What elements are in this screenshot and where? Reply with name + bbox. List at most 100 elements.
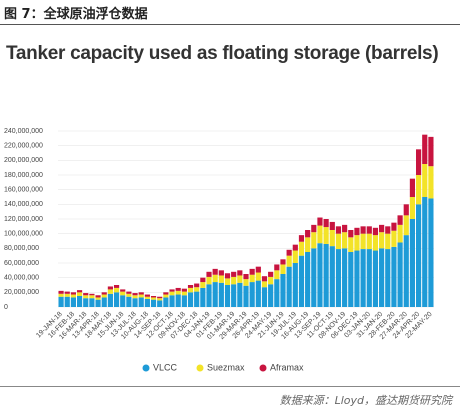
bar-segment bbox=[360, 233, 366, 250]
y-tick-label: 80,000,000 bbox=[4, 245, 39, 252]
bar-segment bbox=[385, 249, 391, 307]
bar-segment bbox=[95, 295, 101, 298]
bar-segment bbox=[157, 298, 163, 301]
bar-segment bbox=[342, 232, 348, 249]
bar-segment bbox=[261, 287, 268, 307]
bar-segment bbox=[249, 268, 255, 275]
bar-segment bbox=[120, 289, 126, 292]
bar-segment bbox=[144, 298, 150, 307]
bar-segment bbox=[329, 230, 335, 247]
bar-segment bbox=[261, 281, 268, 288]
bar-segment bbox=[268, 271, 274, 277]
bar-segment bbox=[372, 235, 379, 251]
bar-segment bbox=[107, 286, 113, 290]
chart-title: Tanker capacity used as floating storage… bbox=[6, 43, 439, 64]
bar-segment bbox=[126, 291, 132, 294]
bar-segment bbox=[113, 292, 120, 307]
bar-segment bbox=[138, 297, 144, 307]
bar-segment bbox=[255, 280, 261, 307]
bar-segment bbox=[126, 293, 132, 297]
bar-segment bbox=[280, 259, 286, 265]
bar-segment bbox=[348, 230, 354, 238]
bar-segment bbox=[70, 294, 76, 298]
bar-segment bbox=[218, 275, 224, 283]
bar-segment bbox=[163, 294, 169, 298]
bar-segment bbox=[249, 274, 255, 283]
bar-segment bbox=[175, 294, 181, 307]
bar-segment bbox=[194, 291, 200, 307]
bar-segment bbox=[224, 278, 231, 285]
bar-segment bbox=[231, 271, 237, 277]
bar-segment bbox=[366, 249, 372, 307]
bar-segment bbox=[311, 224, 317, 233]
bar-segment bbox=[274, 264, 280, 271]
bar-segment bbox=[385, 233, 391, 250]
bar-segment bbox=[89, 298, 95, 307]
bar-segment bbox=[70, 297, 76, 307]
bar-segment bbox=[126, 296, 132, 307]
bar-segment bbox=[194, 287, 200, 292]
bar-segment bbox=[403, 235, 409, 307]
bar-segment bbox=[274, 270, 280, 280]
bar-segment bbox=[224, 285, 231, 307]
bar-segment bbox=[305, 252, 311, 307]
header-title: 图 7：全球原油浮仓数据 bbox=[4, 7, 148, 22]
bar-segment bbox=[323, 219, 329, 228]
bar-segment bbox=[428, 136, 434, 167]
bar-segment bbox=[224, 273, 231, 279]
bar-segment bbox=[422, 134, 428, 164]
bar-segment bbox=[243, 274, 249, 280]
bar-segment bbox=[181, 291, 187, 296]
bar-segment bbox=[311, 248, 317, 307]
bar-segment bbox=[422, 164, 428, 197]
bar-segment bbox=[113, 285, 120, 288]
bar-segment bbox=[323, 243, 329, 307]
bar-segment bbox=[212, 282, 218, 307]
bar-segment bbox=[317, 225, 323, 244]
bar-segment bbox=[89, 295, 95, 299]
bar-segment bbox=[187, 285, 194, 288]
y-tick-label: 180,000,000 bbox=[4, 172, 43, 179]
bar-segment bbox=[212, 274, 218, 283]
bar-segment bbox=[403, 215, 409, 236]
bar-segment bbox=[169, 291, 175, 296]
bar-segment bbox=[144, 296, 150, 299]
bar-segment bbox=[354, 227, 360, 236]
bar-segment bbox=[366, 233, 372, 250]
bar-segment bbox=[181, 295, 187, 307]
bar-segment bbox=[76, 296, 83, 307]
bar-segment bbox=[335, 226, 342, 234]
bar-segment bbox=[298, 235, 305, 242]
bar-segment bbox=[391, 230, 397, 247]
bar-segment bbox=[206, 276, 212, 285]
bar-segment bbox=[132, 298, 138, 307]
bar-segment bbox=[76, 290, 83, 293]
bar-segment bbox=[187, 292, 194, 307]
bar-segment bbox=[101, 297, 107, 307]
y-tick-label: 220,000,000 bbox=[4, 143, 43, 150]
footer-rule bbox=[0, 386, 460, 387]
bar-segment bbox=[391, 222, 397, 231]
y-tick-label: 120,000,000 bbox=[4, 216, 43, 223]
bar-segment bbox=[298, 255, 305, 307]
bar-segment bbox=[194, 283, 200, 288]
bar-segment bbox=[391, 246, 397, 307]
bar-segment bbox=[181, 288, 187, 292]
legend-swatch bbox=[259, 364, 267, 372]
bar-segment bbox=[379, 224, 385, 233]
bar-segment bbox=[231, 284, 237, 307]
bar-segment bbox=[76, 292, 83, 296]
bar-segment bbox=[144, 294, 150, 297]
bar-segment bbox=[323, 227, 329, 244]
y-tick-label: 160,000,000 bbox=[4, 187, 43, 194]
bar-segment bbox=[305, 237, 311, 252]
bar-segment bbox=[107, 293, 113, 307]
bar-segment bbox=[132, 295, 138, 299]
bar-segment bbox=[354, 250, 360, 307]
bar-segment bbox=[255, 272, 261, 281]
legend-label: Suezmax bbox=[207, 362, 245, 372]
bar-segment bbox=[305, 230, 311, 238]
bar-segment bbox=[187, 287, 194, 293]
y-tick-label: 240,000,000 bbox=[4, 128, 43, 135]
bar-segment bbox=[261, 276, 268, 282]
